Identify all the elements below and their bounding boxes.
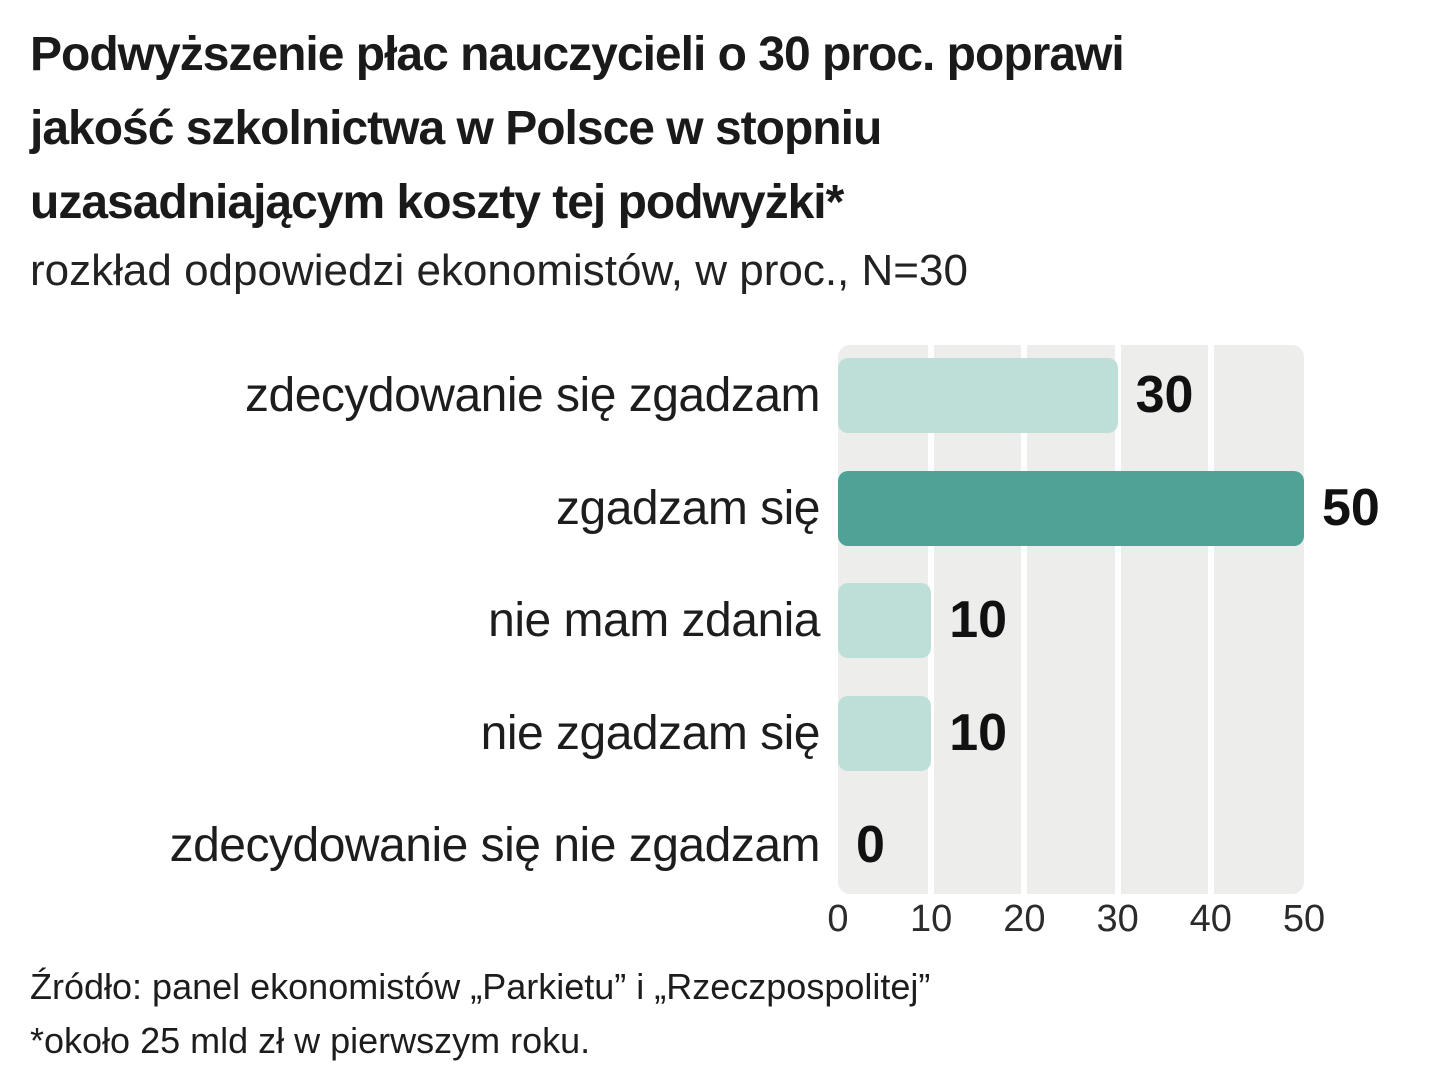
category-label: nie mam zdania — [488, 594, 820, 647]
source-note: Źródło: panel ekonomistów „Parkietu” i „… — [30, 966, 931, 1007]
value-label: 30 — [1135, 366, 1194, 424]
bar-segment — [838, 358, 1118, 433]
bar-segment — [838, 470, 1304, 546]
category-label: nie zgadzam się — [480, 706, 821, 760]
bar-segment — [838, 695, 932, 771]
x-tick: 10 — [910, 898, 953, 940]
x-tick: 40 — [1189, 898, 1232, 940]
gridline-20 — [1021, 345, 1028, 894]
chart-title: Podwyższenie płac nauczycieli o 30 proc.… — [30, 18, 1125, 240]
title-line-1: Podwyższenie płac nauczycieli o 30 proc.… — [30, 28, 1125, 81]
x-tick: 0 — [827, 898, 849, 940]
x-tick: 50 — [1282, 898, 1326, 940]
title-line-3: uzasadniającym koszty tej podwyżki* — [30, 176, 844, 229]
chart-subtitle: rozkład odpowiedzi ekonomistów, w proc.,… — [30, 246, 968, 295]
x-tick: 20 — [1003, 898, 1046, 940]
category-label: zdecydowanie się zgadzam — [245, 369, 821, 422]
value-label: 10 — [949, 703, 1008, 762]
gridline-10 — [928, 345, 935, 894]
value-label: 50 — [1322, 478, 1380, 537]
footnote: *około 25 mld zł w pierwszym roku. — [30, 1020, 591, 1061]
title-line-2: jakość szkolnictwa w Polsce w stopniu — [30, 102, 882, 155]
value-label: 0 — [856, 816, 885, 874]
gridline-30 — [1114, 345, 1121, 894]
category-label: zdecydowanie się nie zgadzam — [169, 819, 821, 872]
bar-segment — [838, 583, 932, 658]
x-tick: 30 — [1096, 898, 1139, 940]
value-label: 10 — [949, 591, 1008, 649]
gridline-40 — [1207, 345, 1214, 894]
category-label: zgadzam się — [556, 481, 820, 535]
